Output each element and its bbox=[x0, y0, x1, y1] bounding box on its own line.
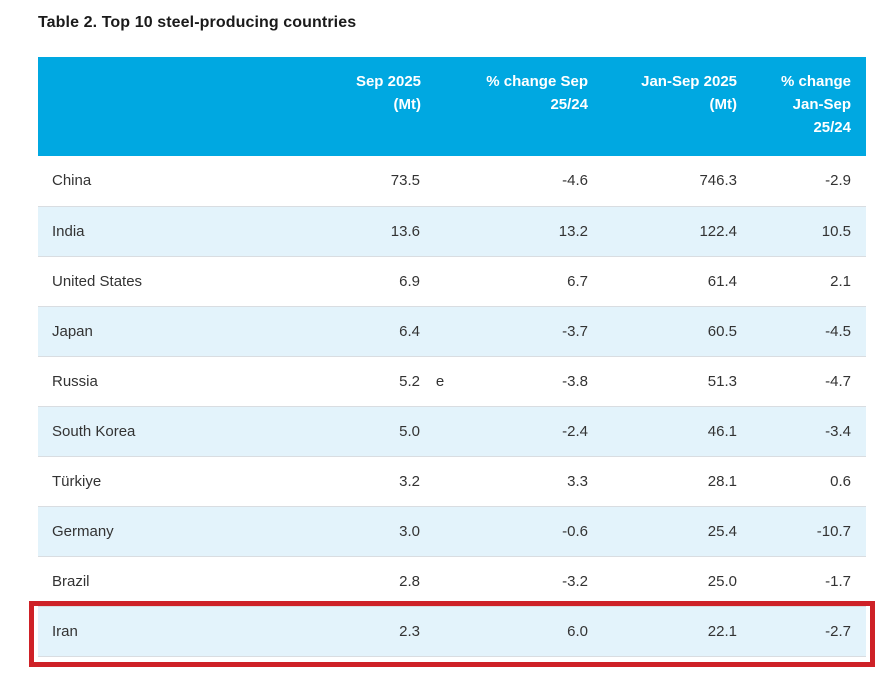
table-row: Türkiye 3.2 3.3 28.1 0.6 bbox=[38, 456, 866, 506]
pct-change-jan-sep-cell: 2.1 bbox=[830, 272, 851, 290]
country-cell: China bbox=[52, 172, 92, 190]
country-cell: Brazil bbox=[52, 572, 90, 590]
pct-change-sep-cell: -2.4 bbox=[562, 422, 588, 440]
sep-2025-value: 3.2 bbox=[399, 472, 420, 490]
country-cell: India bbox=[52, 222, 85, 240]
sep-2025-cell: 6.9 bbox=[283, 256, 461, 306]
table-row: Russia 5.2 e -3.8 51.3 -4.7 bbox=[38, 356, 866, 406]
col-header-pct-change-jan-sep: % change Jan-Sep 25/24 bbox=[780, 73, 851, 136]
jan-sep-2025-cell: 61.4 bbox=[707, 272, 737, 290]
col-header-jan-sep-2025: Jan-Sep 2025 (Mt) bbox=[641, 73, 737, 113]
sep-2025-cell: 5.0 bbox=[283, 406, 461, 456]
sep-2025-value: 5.0 bbox=[399, 422, 420, 440]
sep-2025-cell: 2.8 bbox=[283, 556, 461, 606]
table-row: China 73.5 -4.6 746.3 -2.9 bbox=[38, 156, 866, 206]
jan-sep-2025-cell: 46.1 bbox=[707, 422, 737, 440]
pct-change-jan-sep-cell: -2.7 bbox=[825, 622, 851, 640]
country-cell: United States bbox=[52, 272, 143, 290]
sep-2025-value: 13.6 bbox=[390, 222, 420, 240]
col-header-sep-2025: Sep 2025 (Mt) bbox=[355, 73, 421, 113]
table-row: Germany 3.0 -0.6 25.4 -10.7 bbox=[38, 506, 866, 556]
pct-change-jan-sep-cell: -4.5 bbox=[825, 322, 851, 340]
table-row: India 13.6 13.2 122.4 10.5 bbox=[38, 206, 866, 256]
sep-2025-cell: 3.2 bbox=[283, 456, 461, 506]
pct-change-sep-cell: -3.2 bbox=[562, 572, 588, 590]
jan-sep-2025-cell: 746.3 bbox=[699, 172, 737, 190]
page-title: Table 2. Top 10 steel-producing countrie… bbox=[38, 14, 357, 31]
pct-change-jan-sep-cell: -1.7 bbox=[825, 572, 851, 590]
table-row: Iran 2.3 6.0 22.1 -2.7 bbox=[38, 606, 866, 656]
col-header-pct-change-sep: % change Sep 25/24 bbox=[486, 73, 588, 113]
pct-change-jan-sep-cell: -2.9 bbox=[825, 172, 851, 190]
pct-change-jan-sep-cell: -3.4 bbox=[825, 422, 851, 440]
sep-2025-cell: 3.0 bbox=[283, 506, 461, 556]
pct-change-sep-cell: 6.0 bbox=[567, 622, 588, 640]
jan-sep-2025-cell: 28.1 bbox=[707, 472, 737, 490]
estimate-marker: e bbox=[435, 372, 445, 390]
pct-change-sep-cell: -4.6 bbox=[562, 172, 588, 190]
sep-2025-value: 5.2 bbox=[399, 372, 420, 390]
pct-change-sep-cell: 6.7 bbox=[567, 272, 588, 290]
sep-2025-value: 73.5 bbox=[390, 172, 420, 190]
sep-2025-cell: 6.4 bbox=[283, 306, 461, 356]
table-row: Japan 6.4 -3.7 60.5 -4.5 bbox=[38, 306, 866, 356]
jan-sep-2025-cell: 25.4 bbox=[707, 522, 737, 540]
jan-sep-2025-cell: 60.5 bbox=[707, 322, 737, 340]
table-row: United States 6.9 6.7 61.4 2.1 bbox=[38, 256, 866, 306]
sep-2025-value: 2.8 bbox=[399, 572, 420, 590]
pct-change-sep-cell: -0.6 bbox=[562, 522, 588, 540]
table-row: Brazil 2.8 -3.2 25.0 -1.7 bbox=[38, 556, 866, 606]
jan-sep-2025-cell: 22.1 bbox=[707, 622, 737, 640]
pct-change-sep-cell: -3.7 bbox=[562, 322, 588, 340]
table-body: China 73.5 -4.6 746.3 -2.9 India 13.6 13.2 122.4… bbox=[38, 156, 866, 656]
pct-change-jan-sep-cell: -10.7 bbox=[816, 522, 851, 540]
country-cell: Germany bbox=[52, 522, 114, 540]
sep-2025-cell: 13.6 bbox=[283, 206, 461, 256]
country-cell: South Korea bbox=[52, 422, 136, 440]
sep-2025-value: 6.4 bbox=[399, 322, 420, 340]
sep-2025-value: 6.9 bbox=[399, 272, 420, 290]
country-cell: Russia bbox=[52, 372, 98, 390]
table-row: South Korea 5.0 -2.4 46.1 -3.4 bbox=[38, 406, 866, 456]
sep-2025-cell: 2.3 bbox=[283, 606, 461, 656]
jan-sep-2025-cell: 51.3 bbox=[707, 372, 737, 390]
header-row: Sep 2025 (Mt) % change Sep 25/24 Jan-Sep… bbox=[38, 57, 866, 156]
pct-change-jan-sep-cell: -4.7 bbox=[825, 372, 851, 390]
jan-sep-2025-cell: 122.4 bbox=[699, 222, 737, 240]
col-header-country bbox=[38, 57, 283, 156]
table-header: Sep 2025 (Mt) % change Sep 25/24 Jan-Sep… bbox=[38, 57, 866, 156]
jan-sep-2025-cell: 25.0 bbox=[707, 572, 737, 590]
pct-change-jan-sep-cell: 10.5 bbox=[821, 222, 851, 240]
steel-table-wrap: Sep 2025 (Mt) % change Sep 25/24 Jan-Sep… bbox=[29, 57, 875, 667]
pct-change-sep-cell: 3.3 bbox=[567, 472, 588, 490]
sep-2025-value: 3.0 bbox=[399, 522, 420, 540]
steel-production-table: Sep 2025 (Mt) % change Sep 25/24 Jan-Sep… bbox=[38, 57, 866, 657]
country-cell: Türkiye bbox=[52, 472, 102, 490]
pct-change-jan-sep-cell: 0.6 bbox=[830, 472, 851, 490]
sep-2025-cell: 73.5 bbox=[283, 156, 461, 206]
country-cell: Japan bbox=[52, 322, 93, 340]
country-cell: Iran bbox=[52, 622, 78, 640]
pct-change-sep-cell: -3.8 bbox=[562, 372, 588, 390]
sep-2025-value: 2.3 bbox=[399, 622, 420, 640]
sep-2025-cell: 5.2 e bbox=[283, 356, 461, 406]
pct-change-sep-cell: 13.2 bbox=[558, 222, 588, 240]
